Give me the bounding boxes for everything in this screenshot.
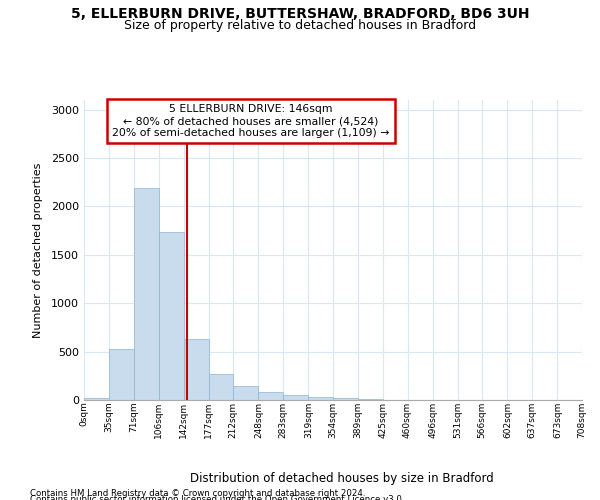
- Bar: [134, 188, 158, 400]
- Y-axis label: Number of detached properties: Number of detached properties: [32, 162, 43, 338]
- Bar: [233, 386, 259, 400]
- Bar: [308, 396, 333, 400]
- Bar: [209, 374, 233, 400]
- Bar: [184, 338, 209, 400]
- Bar: [259, 392, 283, 400]
- Text: Contains HM Land Registry data © Crown copyright and database right 2024.: Contains HM Land Registry data © Crown c…: [30, 489, 365, 498]
- Text: 5 ELLERBURN DRIVE: 146sqm
← 80% of detached houses are smaller (4,524)
20% of se: 5 ELLERBURN DRIVE: 146sqm ← 80% of detac…: [112, 104, 389, 138]
- Bar: [333, 398, 358, 400]
- Bar: [358, 399, 383, 400]
- Bar: [84, 398, 109, 400]
- Bar: [109, 349, 134, 400]
- Bar: [283, 395, 308, 400]
- Text: Distribution of detached houses by size in Bradford: Distribution of detached houses by size …: [190, 472, 494, 485]
- Text: 5, ELLERBURN DRIVE, BUTTERSHAW, BRADFORD, BD6 3UH: 5, ELLERBURN DRIVE, BUTTERSHAW, BRADFORD…: [71, 8, 529, 22]
- Text: Contains public sector information licensed under the Open Government Licence v3: Contains public sector information licen…: [30, 495, 404, 500]
- Bar: [158, 232, 184, 400]
- Text: Size of property relative to detached houses in Bradford: Size of property relative to detached ho…: [124, 18, 476, 32]
